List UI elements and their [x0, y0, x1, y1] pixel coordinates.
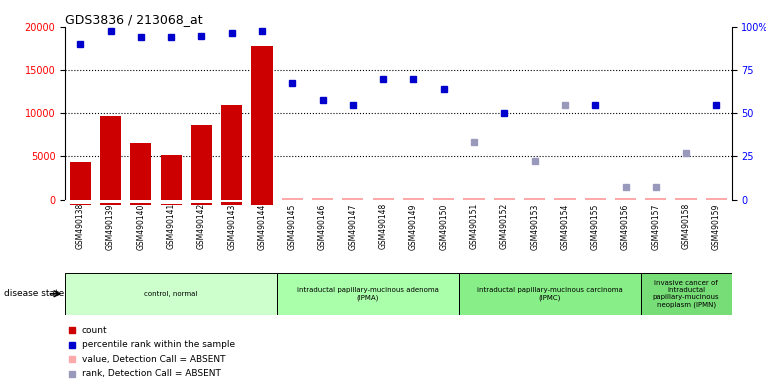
- Bar: [640, 273, 732, 315]
- Bar: [463, 198, 485, 200]
- Bar: [524, 198, 545, 200]
- Text: GSM490143: GSM490143: [228, 203, 236, 250]
- Text: GDS3836 / 213068_at: GDS3836 / 213068_at: [65, 13, 203, 26]
- Bar: [555, 198, 575, 200]
- Text: GSM490152: GSM490152: [500, 203, 509, 250]
- Text: GSM490145: GSM490145: [288, 203, 296, 250]
- Bar: [433, 198, 454, 200]
- Text: GSM490154: GSM490154: [561, 203, 569, 250]
- Text: GSM490138: GSM490138: [76, 203, 85, 250]
- Text: value, Detection Call = ABSENT: value, Detection Call = ABSENT: [82, 355, 225, 364]
- Text: percentile rank within the sample: percentile rank within the sample: [82, 340, 235, 349]
- Bar: [312, 198, 333, 200]
- Bar: [645, 198, 666, 200]
- Text: GSM490151: GSM490151: [470, 203, 479, 250]
- Bar: [130, 143, 152, 200]
- Bar: [161, 204, 182, 205]
- Bar: [676, 198, 697, 200]
- Bar: [342, 198, 364, 200]
- Bar: [251, 46, 273, 200]
- Text: GSM490142: GSM490142: [197, 203, 206, 250]
- Text: count: count: [82, 326, 107, 335]
- Bar: [282, 198, 303, 200]
- Bar: [372, 198, 394, 200]
- Bar: [403, 198, 424, 200]
- Text: GSM490147: GSM490147: [349, 203, 358, 250]
- Bar: [100, 116, 121, 200]
- Text: GSM490144: GSM490144: [257, 203, 267, 250]
- Bar: [65, 273, 277, 315]
- Bar: [221, 104, 242, 200]
- Text: GSM490141: GSM490141: [167, 203, 175, 250]
- Bar: [494, 198, 515, 200]
- Text: GSM490153: GSM490153: [530, 203, 539, 250]
- Text: GSM490140: GSM490140: [136, 203, 146, 250]
- Bar: [459, 273, 640, 315]
- Text: rank, Detection Call = ABSENT: rank, Detection Call = ABSENT: [82, 369, 221, 378]
- Bar: [191, 124, 212, 200]
- Text: GSM490148: GSM490148: [378, 203, 388, 250]
- Text: intraductal papillary-mucinous adenoma
(IPMA): intraductal papillary-mucinous adenoma (…: [297, 287, 439, 301]
- Text: GSM490150: GSM490150: [439, 203, 448, 250]
- Bar: [161, 155, 182, 200]
- Text: GSM490139: GSM490139: [106, 203, 115, 250]
- Text: GSM490158: GSM490158: [682, 203, 691, 250]
- Bar: [221, 202, 242, 205]
- Text: GSM490146: GSM490146: [318, 203, 327, 250]
- Text: GSM490159: GSM490159: [712, 203, 721, 250]
- Text: intraductal papillary-mucinous carcinoma
(IPMC): intraductal papillary-mucinous carcinoma…: [477, 287, 623, 301]
- Bar: [584, 198, 606, 200]
- Bar: [70, 204, 91, 205]
- Text: GSM490157: GSM490157: [651, 203, 660, 250]
- Text: GSM490156: GSM490156: [621, 203, 630, 250]
- Text: disease state: disease state: [4, 289, 64, 298]
- Bar: [705, 198, 727, 200]
- Text: GSM490149: GSM490149: [409, 203, 418, 250]
- Text: invasive cancer of
intraductal
papillary-mucinous
neoplasm (IPMN): invasive cancer of intraductal papillary…: [653, 280, 719, 308]
- Bar: [191, 203, 212, 205]
- Bar: [100, 203, 121, 205]
- Bar: [277, 273, 459, 315]
- Bar: [615, 198, 636, 200]
- Text: control, normal: control, normal: [145, 291, 198, 297]
- Bar: [70, 162, 91, 200]
- Bar: [251, 200, 273, 205]
- Text: GSM490155: GSM490155: [591, 203, 600, 250]
- Bar: [130, 204, 152, 205]
